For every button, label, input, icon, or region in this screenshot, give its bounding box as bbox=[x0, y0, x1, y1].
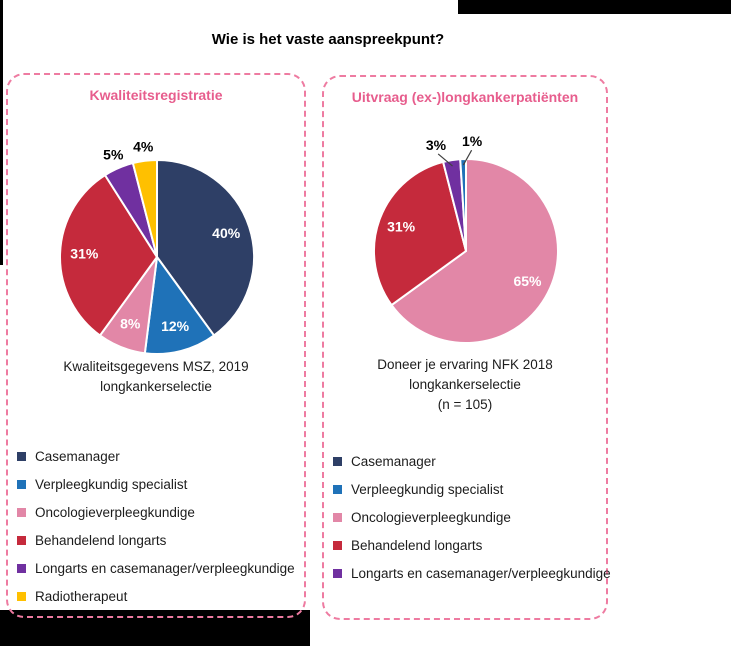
legend-label: Verpleegkundig specialist bbox=[35, 476, 188, 492]
panel-title: Kwaliteitsregistratie bbox=[89, 87, 223, 103]
legend-swatch bbox=[333, 568, 342, 578]
legend-swatch bbox=[17, 563, 26, 573]
panel-title: Uitvraag (ex-)longkankerpatiënten bbox=[351, 89, 579, 105]
legend-swatch bbox=[333, 484, 342, 494]
panel-uitvraag-patienten: Uitvraag (ex-)longkankerpatiënten 65% 31%… bbox=[322, 75, 611, 620]
legend-swatch bbox=[17, 535, 26, 545]
legend-label: Behandelend longarts bbox=[35, 532, 167, 548]
caption-line: longkankerselectie bbox=[409, 377, 521, 392]
legend-swatch bbox=[333, 512, 342, 522]
label-leader-line bbox=[462, 149, 473, 166]
pie-chart-kwaliteitsregistratie: 40% 12% 8% 31% 5% 4% bbox=[59, 139, 255, 355]
pie-slice bbox=[131, 159, 158, 258]
pie-slice-percentage: 3% bbox=[426, 137, 447, 153]
legend-swatch bbox=[17, 451, 26, 461]
legend-item: Radiotherapeut bbox=[17, 582, 300, 610]
legend-label: Longarts en casemanager/verpleegkundige bbox=[351, 565, 611, 581]
legend-label: Longarts en casemanager/verpleegkundige bbox=[35, 560, 295, 576]
legend-item: Verpleegkundig specialist bbox=[333, 475, 602, 503]
redacted-block-top-right bbox=[458, 0, 731, 14]
pie-slice-percentage: 31% bbox=[70, 245, 99, 261]
legend-label: Casemanager bbox=[35, 448, 120, 464]
pie-slice bbox=[143, 256, 216, 355]
legend-swatch bbox=[333, 540, 342, 550]
caption-line: Kwaliteitsgegevens MSZ, 2019 bbox=[63, 359, 249, 374]
caption-line: (n = 105) bbox=[437, 397, 493, 412]
legend: Casemanager Verpleegkundig specialist On… bbox=[17, 442, 300, 610]
legend-label: Behandelend longarts bbox=[351, 537, 483, 553]
pie-slice-percentage: 1% bbox=[462, 133, 483, 149]
pie-slice bbox=[156, 159, 255, 337]
chart-caption: Kwaliteitsgegevens MSZ, 2019 longkankers… bbox=[8, 357, 304, 397]
legend-item: Oncologieverpleegkundige bbox=[17, 498, 300, 526]
pie-slice-percentage: 12% bbox=[161, 318, 190, 334]
chart-caption: Doneer je ervaring NFK 2018 longkankerse… bbox=[324, 355, 606, 415]
legend-label: Oncologieverpleegkundige bbox=[351, 509, 511, 525]
pie-slice-percentage: 5% bbox=[103, 147, 124, 163]
legend-swatch bbox=[17, 507, 26, 517]
pie-slice bbox=[373, 160, 467, 307]
legend-label: Oncologieverpleegkundige bbox=[35, 504, 195, 520]
legend-item: Longarts en casemanager/verpleegkundige bbox=[17, 554, 300, 582]
legend: Casemanager Verpleegkundig specialist On… bbox=[333, 447, 611, 587]
pie-slice bbox=[59, 174, 158, 337]
legend-swatch bbox=[333, 456, 342, 466]
pie-slice bbox=[390, 158, 559, 344]
caption-line: Doneer je ervaring NFK 2018 bbox=[377, 357, 553, 372]
caption-line: longkankerselectie bbox=[100, 379, 212, 394]
pie-slice-percentage: 4% bbox=[133, 139, 154, 155]
legend-item: Casemanager bbox=[17, 442, 300, 470]
pie-slice-percentage: 65% bbox=[513, 273, 542, 289]
legend-label: Casemanager bbox=[351, 453, 436, 469]
legend-item: Verpleegkundig specialist bbox=[17, 470, 300, 498]
label-leader-line bbox=[437, 153, 453, 167]
legend-item: Casemanager bbox=[333, 447, 602, 475]
legend-item: Oncologieverpleegkundige bbox=[333, 503, 602, 531]
pie-chart-uitvraag-patienten: 65% 31% 3% 1% bbox=[373, 133, 559, 344]
legend-item: Behandelend longarts bbox=[17, 526, 300, 554]
legend-item: Longarts en casemanager/verpleegkundige bbox=[333, 559, 611, 587]
pie-slice-percentage: 40% bbox=[212, 225, 241, 241]
legend-item: Behandelend longarts bbox=[333, 531, 602, 559]
page-title: Wie is het vaste aanspreekpunt? bbox=[211, 31, 445, 48]
legend-swatch bbox=[17, 591, 26, 601]
page-edge-line bbox=[0, 0, 3, 265]
legend-label: Radiotherapeut bbox=[35, 588, 128, 604]
panel-kwaliteitsregistratie: Kwaliteitsregistratie 40% 12% 8% 31% 5% 4% Kw… bbox=[6, 73, 306, 618]
legend-swatch bbox=[17, 479, 26, 489]
pie-slice-percentage: 31% bbox=[387, 218, 416, 234]
legend-label: Verpleegkundig specialist bbox=[351, 481, 504, 497]
pie-slice-percentage: 8% bbox=[120, 315, 141, 331]
